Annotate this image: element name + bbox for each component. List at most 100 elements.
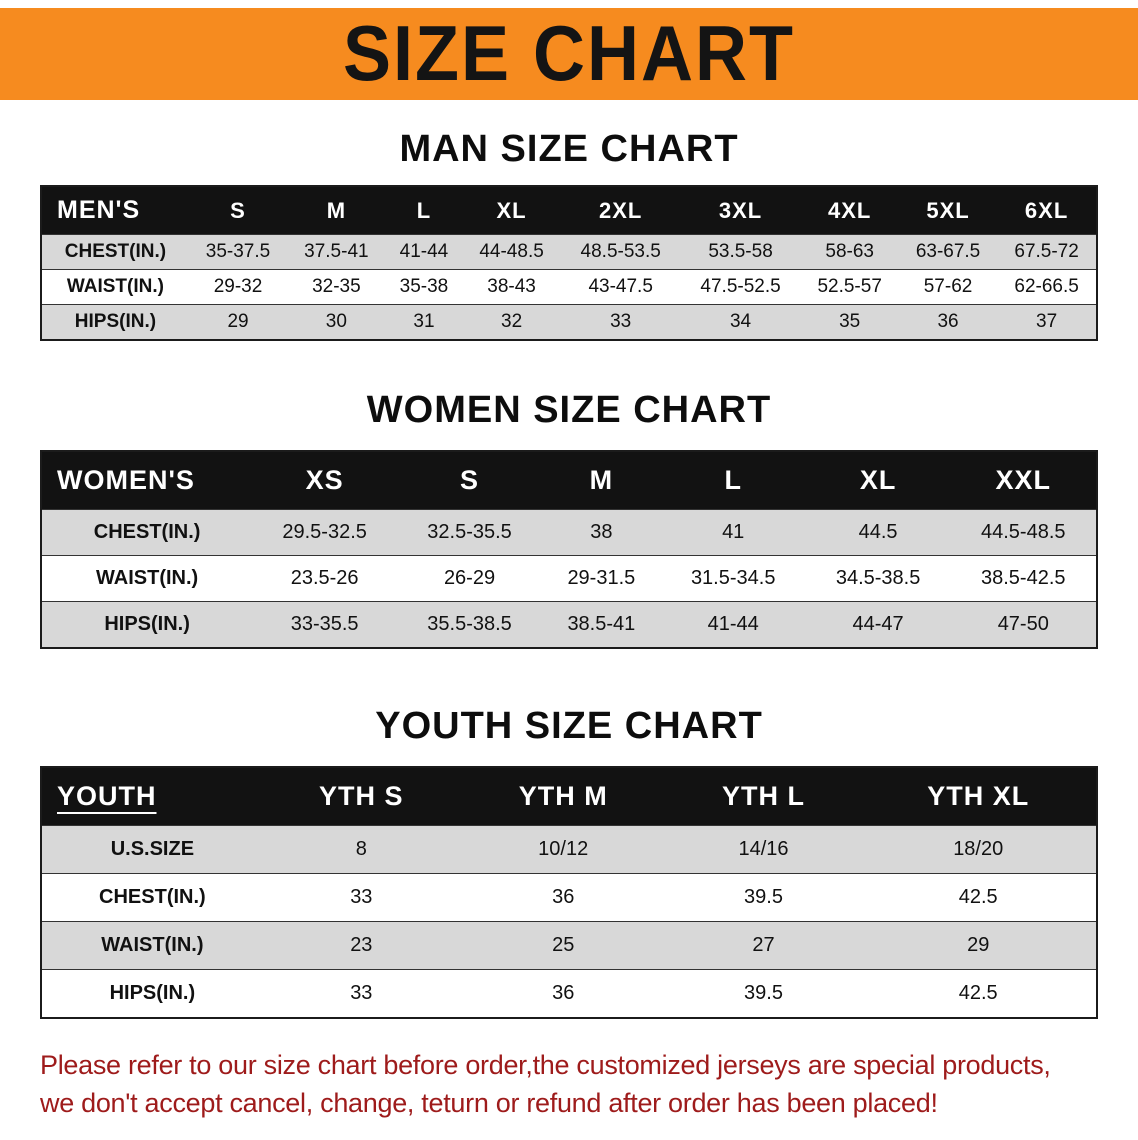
measurement-row: U.S.SIZE 8 10/12 14/16 18/20	[41, 825, 1097, 874]
size-value-cell: 44-48.5	[479, 241, 544, 262]
size-value-cell: 23.5-26	[290, 567, 359, 589]
size-value-cell: 31.5-34.5	[690, 567, 776, 589]
size-value-cell: 44-47	[852, 613, 904, 635]
notice-line-2: we don't accept cancel, change, teturn o…	[40, 1087, 938, 1118]
size-value-cell: 32	[501, 311, 523, 332]
size-value-cell: 53.5-58	[708, 241, 773, 262]
size-value-cell: 38.5-41	[567, 613, 636, 635]
size-value-cell: 41	[722, 521, 745, 543]
size-value-cell: 37.5-41	[304, 241, 369, 262]
size-value-cell: 39.5	[744, 886, 783, 908]
size-value-cell: 33	[610, 311, 632, 332]
row-label-cell: HIPS(IN.)	[109, 982, 196, 1004]
size-header-cell: YTH S	[319, 781, 404, 811]
size-value-cell: 67.5-72	[1014, 241, 1079, 262]
size-value-cell: 44.5	[858, 521, 898, 543]
youth-size-chart-heading: YOUTH SIZE CHART	[375, 705, 763, 747]
size-header-cell: XS	[305, 465, 344, 495]
size-value-cell: 34.5-38.5	[835, 567, 921, 589]
size-value-cell: 29-31.5	[567, 567, 636, 589]
man-size-chart-heading: MAN SIZE CHART	[399, 128, 739, 170]
size-header-cell: 6XL	[1024, 197, 1069, 223]
size-value-cell: 29	[227, 311, 249, 332]
size-value-cell: 30	[325, 311, 347, 332]
size-value-cell: 38	[590, 521, 613, 543]
women-size-chart-heading: WOMEN SIZE CHART	[366, 389, 772, 431]
size-header-cell: M	[589, 465, 614, 495]
size-value-cell: 29	[967, 934, 990, 956]
table-title-cell: WOMEN'S	[57, 465, 195, 495]
men-size-table: MEN'S S M L XL 2XL 3XL 4XL 5XL 6XL CHEST(IN.) 35-37…	[40, 185, 1098, 341]
size-value-cell: 34	[729, 311, 752, 332]
table-title-cell: YOUTH	[57, 781, 157, 811]
size-value-cell: 18/20	[953, 838, 1004, 860]
size-header-cell: M	[326, 197, 347, 223]
size-header-cell: 3XL	[718, 197, 763, 223]
table-title-cell: MEN'S	[57, 196, 141, 224]
measurement-row: HIPS(IN.) 29 30 31 32 33 34 35 36 37	[41, 304, 1097, 340]
size-value-cell: 33	[350, 886, 373, 908]
measurement-row: WAIST(IN.) 29-32 32-35 35-38 38-43 43-47.5 47.…	[41, 269, 1097, 305]
size-value-cell: 23	[350, 934, 373, 956]
size-value-cell: 36	[552, 982, 575, 1004]
size-value-cell: 10/12	[538, 838, 589, 860]
size-header-cell: XL	[496, 197, 527, 223]
size-value-cell: 27	[752, 934, 775, 956]
size-chart-content: MAN SIZE CHART MEN'S S M L XL 2XL 3XL 4XL 5XL 6XL…	[0, 128, 1138, 1123]
size-value-cell: 47-50	[997, 613, 1049, 635]
men-size-table-wrap: MEN'S S M L XL 2XL 3XL 4XL 5XL 6XL CHEST(IN.) 35-37…	[40, 185, 1098, 341]
row-label-cell: WAIST(IN.)	[101, 934, 204, 956]
size-value-cell: 33-35.5	[290, 613, 359, 635]
row-label-cell: HIPS(IN.)	[104, 613, 190, 635]
size-value-cell: 33	[350, 982, 373, 1004]
notice-line-1: Please refer to our size chart before or…	[40, 1050, 1051, 1080]
size-header-cell: YTH XL	[927, 781, 1030, 811]
women-size-table: WOMEN'S XS S M L XL XXL CHEST(IN.) 29.5-32.5 32.5…	[40, 450, 1098, 649]
size-value-cell: 43-47.5	[588, 276, 653, 297]
size-header-cell: S	[460, 465, 480, 495]
size-value-cell: 52.5-57	[817, 276, 882, 297]
women-size-table-wrap: WOMEN'S XS S M L XL XXL CHEST(IN.) 29.5-32.5 32.5…	[40, 450, 1098, 649]
row-label-cell: WAIST(IN.)	[66, 276, 164, 297]
size-header-cell: 5XL	[926, 197, 970, 223]
measurement-row: HIPS(IN.) 33 36 39.5 42.5	[41, 969, 1097, 1018]
size-value-cell: 63-67.5	[915, 241, 981, 262]
youth-size-table-wrap: YOUTH YTH S YTH M YTH L YTH XL U.S.SIZE 8 10/12…	[40, 766, 1098, 1019]
size-value-cell: 35.5-38.5	[427, 613, 512, 635]
size-header-cell: YTH L	[721, 781, 805, 811]
size-value-cell: 36	[937, 311, 959, 332]
measurement-row: HIPS(IN.) 33-35.5 35.5-38.5 38.5-41 41-44 44-…	[41, 601, 1097, 648]
women-size-chart-section: WOMEN SIZE CHART WOMEN'S XS S M L XL XXL CHEST(…	[0, 389, 1138, 649]
header-row: MEN'S S M L XL 2XL 3XL 4XL 5XL 6XL	[41, 186, 1097, 235]
size-value-cell: 32-35	[312, 276, 361, 297]
measurement-row: WAIST(IN.) 23 25 27 29	[41, 921, 1097, 970]
size-value-cell: 35	[839, 311, 861, 332]
order-notice: Please refer to our size chart before or…	[40, 1047, 1098, 1123]
size-value-cell: 14/16	[738, 838, 789, 860]
row-label-cell: U.S.SIZE	[110, 838, 195, 860]
row-label-cell: HIPS(IN.)	[74, 311, 157, 332]
size-value-cell: 39.5	[744, 982, 783, 1004]
size-header-cell: L	[416, 197, 432, 223]
size-value-cell: 37	[1036, 311, 1058, 332]
size-value-cell: 57-62	[923, 276, 973, 297]
size-value-cell: 41-44	[707, 613, 759, 635]
size-value-cell: 29-32	[213, 276, 263, 297]
size-header-cell: S	[230, 197, 246, 223]
size-value-cell: 58-63	[825, 241, 874, 262]
size-value-cell: 25	[552, 934, 575, 956]
size-value-cell: 32.5-35.5	[427, 521, 512, 543]
size-value-cell: 41-44	[399, 241, 449, 262]
size-value-cell: 35-38	[399, 276, 449, 297]
youth-size-chart-section: YOUTH SIZE CHART YOUTH YTH S YTH M YTH L YTH…	[0, 705, 1138, 1019]
row-label-cell: CHEST(IN.)	[64, 241, 167, 262]
measurement-row: WAIST(IN.) 23.5-26 26-29 29-31.5 31.5-34.5 34…	[41, 555, 1097, 602]
size-value-cell: 44.5-48.5	[981, 521, 1066, 543]
size-header-cell: YTH M	[518, 781, 608, 811]
youth-size-table: YOUTH YTH S YTH M YTH L YTH XL U.S.SIZE 8 10/12…	[40, 766, 1098, 1019]
size-value-cell: 29.5-32.5	[282, 521, 367, 543]
size-value-cell: 38.5-42.5	[981, 567, 1066, 589]
size-value-cell: 38-43	[487, 276, 536, 297]
measurement-row: CHEST(IN.) 33 36 39.5 42.5	[41, 873, 1097, 922]
row-label-cell: WAIST(IN.)	[95, 567, 199, 589]
